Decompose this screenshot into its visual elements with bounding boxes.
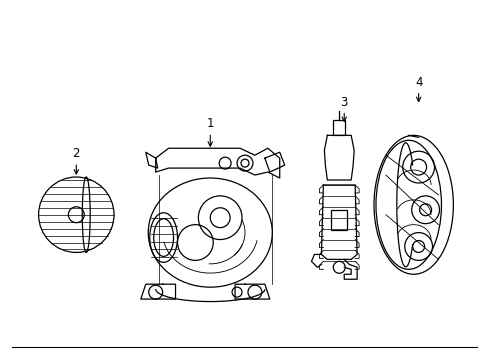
Text: 4: 4 [414,76,422,89]
Bar [331,210,346,230]
Bar [333,121,345,135]
Text: 2: 2 [72,147,80,160]
Text: 3: 3 [340,95,347,109]
Text: 1: 1 [206,117,214,130]
